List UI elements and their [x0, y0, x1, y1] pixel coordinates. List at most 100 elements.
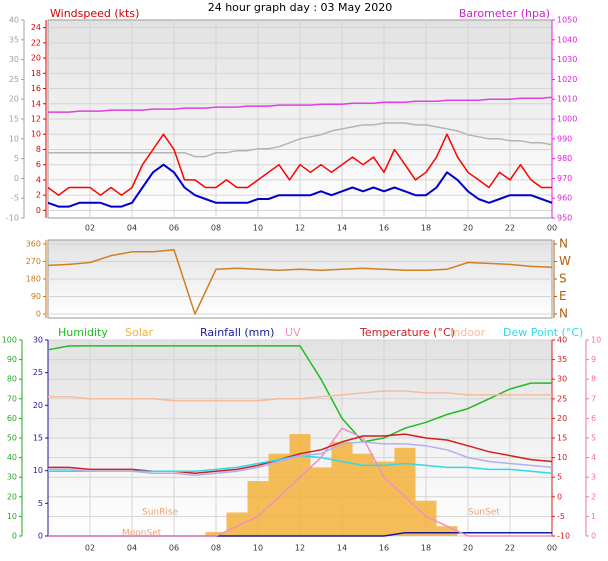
- x-tick-label: 20: [463, 544, 473, 553]
- y-tick-label: 25: [557, 394, 567, 403]
- legend-label: Temperature (°C): [359, 326, 455, 339]
- x-tick-label: 02: [85, 224, 95, 233]
- y-tick-label: 35: [9, 35, 19, 44]
- annotation: SunRise: [142, 508, 179, 518]
- x-tick-label: 22: [505, 224, 515, 233]
- annotation: MoonSet: [122, 529, 162, 539]
- x-tick-label: 22: [505, 544, 515, 553]
- y-tick-label: 970: [557, 174, 572, 183]
- series-line: [47, 249, 553, 315]
- y-tick-label: 1050: [557, 16, 577, 25]
- axis-title: Windspeed (kts): [50, 7, 139, 20]
- y-tick-label: -10: [6, 214, 19, 223]
- x-tick-label: 06: [169, 224, 179, 233]
- y-tick-label: E: [559, 289, 567, 303]
- y-tick-label: 4: [591, 453, 596, 462]
- y-tick-label: 0: [36, 206, 41, 215]
- y-tick-label: 990: [557, 134, 572, 143]
- x-tick-label: 18: [421, 544, 431, 553]
- solar-bar: [268, 453, 290, 536]
- x-tick-label: 00: [547, 224, 557, 233]
- series-line: [48, 427, 552, 537]
- y-tick-label: 90: [31, 292, 41, 301]
- solar-bar: [310, 467, 332, 536]
- solar-bar: [352, 453, 374, 536]
- series-line: [48, 122, 553, 158]
- y-tick-label: 20: [557, 414, 567, 423]
- series-line: [47, 163, 553, 208]
- y-tick-label: N: [559, 237, 568, 251]
- x-tick-label: 12: [295, 544, 305, 553]
- y-tick-label: 0: [591, 532, 596, 541]
- y-tick-label: 15: [557, 434, 567, 443]
- x-tick-label: 02: [85, 544, 95, 553]
- y-tick-label: 18: [31, 69, 41, 78]
- y-tick-label: 960: [557, 194, 572, 203]
- legend-label: Solar: [125, 326, 154, 339]
- y-tick-label: 90: [7, 355, 17, 364]
- y-tick-label: 12: [31, 115, 41, 124]
- y-tick-label: 6: [36, 160, 41, 169]
- y-tick-label: 950: [557, 214, 572, 223]
- y-tick-label: 20: [9, 95, 19, 104]
- y-tick-label: 15: [33, 434, 43, 443]
- y-tick-label: W: [559, 254, 571, 268]
- series-line: [47, 345, 552, 443]
- series-line: [47, 133, 552, 196]
- x-tick-label: 16: [379, 224, 389, 233]
- y-tick-label: 270: [26, 257, 41, 266]
- x-tick-label: 14: [337, 544, 347, 553]
- series-line: [48, 390, 552, 402]
- y-tick-label: 20: [31, 54, 41, 63]
- x-tick-label: 04: [127, 544, 137, 553]
- solar-bar: [415, 500, 437, 536]
- series-line: [48, 96, 553, 113]
- y-tick-label: 3: [591, 473, 596, 482]
- y-tick-label: 22: [31, 38, 41, 47]
- y-tick-label: 40: [557, 336, 567, 345]
- y-tick-label: 5: [591, 434, 596, 443]
- x-tick-label: 10: [253, 544, 263, 553]
- y-tick-label: 30: [9, 55, 19, 64]
- y-tick-label: 60: [7, 414, 17, 423]
- y-tick-label: 8: [591, 375, 596, 384]
- x-tick-label: 08: [211, 224, 221, 233]
- y-tick-label: 5: [557, 473, 562, 482]
- y-tick-label: 0: [36, 310, 41, 319]
- y-tick-label: 6: [591, 414, 596, 423]
- legend-label: UV: [285, 326, 301, 339]
- y-tick-label: 1010: [557, 95, 577, 104]
- chart-title: 24 hour graph day : 03 May 2020: [208, 1, 393, 14]
- x-tick-label: 16: [379, 544, 389, 553]
- y-tick-label: -5: [11, 194, 19, 203]
- y-tick-label: 5: [14, 154, 19, 163]
- y-tick-label: 0: [12, 532, 17, 541]
- solar-bar: [289, 434, 311, 536]
- solar-bar: [226, 512, 248, 536]
- y-tick-label: 20: [33, 401, 43, 410]
- y-tick-label: 10: [31, 130, 41, 139]
- y-tick-label: 25: [33, 368, 43, 377]
- solar-bar: [205, 532, 227, 536]
- y-tick-label: 9: [591, 355, 596, 364]
- y-tick-label: 1: [591, 512, 596, 521]
- y-tick-label: 30: [33, 336, 43, 345]
- x-tick-label: 04: [127, 224, 137, 233]
- y-tick-label: 15: [9, 115, 19, 124]
- y-tick-label: 35: [557, 355, 567, 364]
- x-tick-label: 14: [337, 224, 347, 233]
- solar-bar: [331, 441, 353, 536]
- x-tick-label: 18: [421, 224, 431, 233]
- y-tick-label: 1030: [557, 55, 577, 64]
- y-tick-label: 16: [31, 84, 41, 93]
- y-tick-label: 980: [557, 154, 572, 163]
- y-tick-label: 1000: [557, 115, 577, 124]
- x-tick-label: 20: [463, 224, 473, 233]
- y-tick-label: 0: [14, 174, 19, 183]
- y-tick-label: 10: [33, 466, 43, 475]
- axis-title: Barometer (hpa): [459, 7, 550, 20]
- annotation: SunSet: [468, 508, 500, 518]
- y-tick-label: 0: [38, 532, 43, 541]
- y-tick-label: 24: [31, 23, 41, 32]
